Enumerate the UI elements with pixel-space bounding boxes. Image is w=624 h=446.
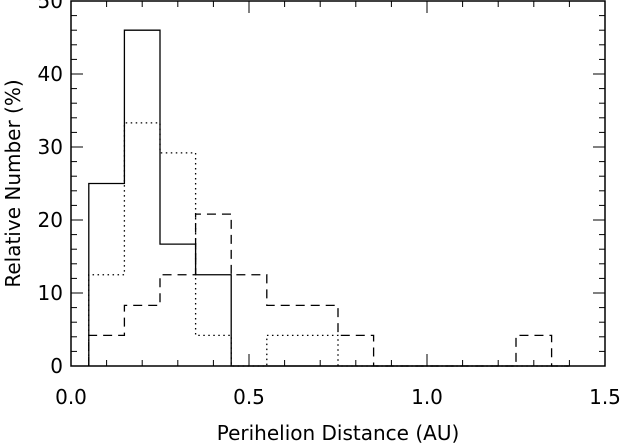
x-tick-label: 1.5 <box>589 385 621 409</box>
y-tick-label: 10 <box>38 281 63 305</box>
series-dashed-histogram <box>88 213 570 367</box>
x-tick-label: 0.0 <box>55 385 87 409</box>
x-axis-title: Perihelion Distance (AU) <box>217 421 460 445</box>
y-tick-label: 30 <box>38 135 63 159</box>
series-layer <box>88 29 570 367</box>
ticks-layer: 0.0 0.5 1.0 1.5 0 10 20 30 40 50 <box>38 0 621 409</box>
x-tick-label: 1.0 <box>411 385 443 409</box>
x-tick-label: 0.5 <box>233 385 265 409</box>
y-tick-label: 50 <box>38 0 63 13</box>
y-tick-label: 20 <box>38 208 63 232</box>
y-axis-title: Relative Number (%) <box>1 79 25 287</box>
y-tick-label: 0 <box>50 354 63 378</box>
plot-frame <box>70 0 606 367</box>
y-tick-label: 40 <box>38 62 63 86</box>
series-solid-histogram <box>88 29 570 367</box>
